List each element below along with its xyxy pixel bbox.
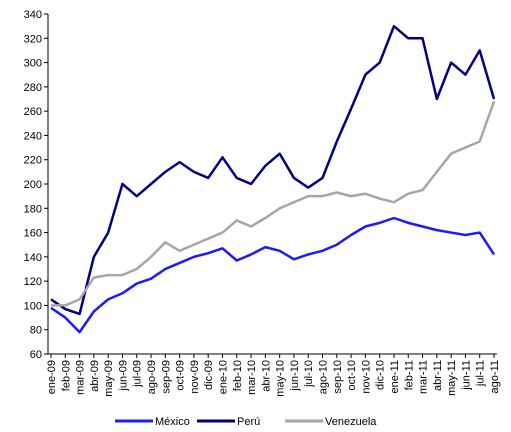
y-tick-label: 180	[24, 203, 42, 215]
x-tick-label: nov-10	[360, 360, 372, 394]
x-tick-label: oct-10	[346, 360, 358, 391]
x-tick-label: ene-09	[46, 360, 58, 394]
x-tick-label: ene-11	[389, 360, 401, 393]
legend-label: Venezuela	[325, 416, 377, 428]
x-tick-label: mar-10	[246, 360, 258, 395]
y-tick-label: 280	[24, 82, 42, 94]
x-tick-label: dic-10	[375, 360, 387, 390]
legend-label: México	[155, 416, 190, 428]
y-tick-label: 340	[24, 9, 42, 21]
x-tick-label: may-09	[103, 360, 115, 397]
x-tick-label: abr-09	[89, 360, 101, 392]
x-tick-label: sep-09	[160, 360, 172, 394]
x-tick-label: abr-10	[260, 360, 272, 392]
y-tick-label: 260	[24, 106, 42, 118]
y-tick-label: 240	[24, 130, 42, 142]
series-line	[51, 101, 496, 307]
x-tick-label: jul-09	[132, 360, 144, 388]
legend-label: Perú	[237, 416, 260, 428]
x-tick-label: jul-11	[475, 360, 487, 387]
x-tick-label: mar-11	[418, 360, 430, 394]
x-tick-label: ago-10	[318, 360, 330, 394]
y-tick-label: 200	[24, 179, 42, 191]
y-tick-label: 160	[24, 228, 42, 240]
y-tick-label: 80	[30, 325, 42, 337]
y-tick-label: 300	[24, 58, 42, 70]
y-tick-label: 60	[30, 349, 42, 361]
x-tick-label: jun-10	[289, 360, 301, 392]
series-line	[50, 24, 496, 316]
y-tick-label: 100	[24, 300, 42, 312]
x-tick-label: dic-09	[203, 360, 215, 390]
x-tick-label: ago-11	[489, 360, 501, 393]
x-tick-label: mar-09	[75, 360, 87, 395]
x-tick-label: nov-09	[189, 360, 201, 394]
x-tick-label: jun-09	[117, 360, 129, 392]
y-tick-label: 320	[24, 33, 42, 45]
x-tick-label: feb-09	[60, 360, 72, 391]
x-tick-label: jun-11	[460, 360, 472, 391]
x-tick-label: oct-09	[175, 360, 187, 391]
y-tick-label: 220	[24, 155, 42, 167]
x-tick-label: ene-10	[217, 360, 229, 394]
x-tick-label: feb-11	[403, 360, 415, 390]
x-tick-label: feb-10	[232, 360, 244, 391]
x-tick-label: may-10	[275, 360, 287, 397]
y-tick-label: 140	[24, 252, 42, 264]
x-tick-label: ago-09	[146, 360, 158, 394]
x-tick-label: abr-11	[432, 360, 444, 391]
series-line	[50, 216, 496, 334]
y-tick-label: 120	[24, 276, 42, 288]
x-tick-label: sep-10	[332, 360, 344, 394]
x-tick-label: may-11	[446, 360, 458, 396]
x-tick-label: jul-10	[303, 360, 315, 388]
